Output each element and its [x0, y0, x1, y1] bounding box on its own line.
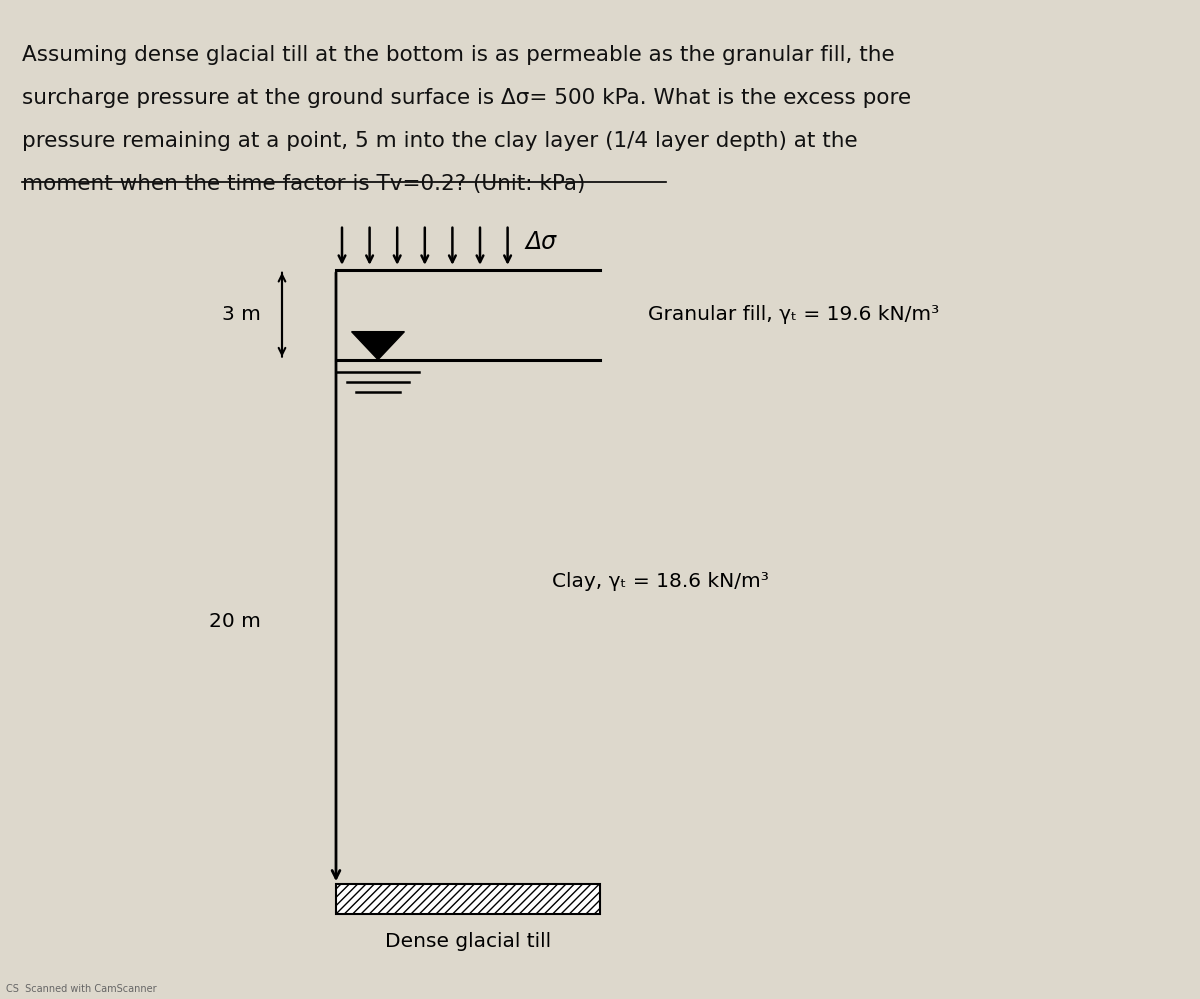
Text: Dense glacial till: Dense glacial till [385, 932, 551, 951]
Text: pressure remaining at a point, 5 m into the clay layer (1/4 layer depth) at the: pressure remaining at a point, 5 m into … [22, 131, 857, 151]
Text: 20 m: 20 m [209, 612, 260, 631]
Bar [336, 884, 600, 914]
Text: Δσ: Δσ [526, 230, 557, 254]
Text: Assuming dense glacial till at the bottom is as permeable as the granular fill, : Assuming dense glacial till at the botto… [22, 45, 894, 65]
Text: 3 m: 3 m [222, 305, 260, 325]
Text: surcharge pressure at the ground surface is Δσ= 500 kPa. What is the excess pore: surcharge pressure at the ground surface… [22, 88, 911, 108]
Text: CS  Scanned with CamScanner: CS Scanned with CamScanner [6, 984, 157, 994]
Text: Clay, γₜ = 18.6 kN/m³: Clay, γₜ = 18.6 kN/m³ [552, 572, 769, 591]
Text: Granular fill, γₜ = 19.6 kN/m³: Granular fill, γₜ = 19.6 kN/m³ [648, 305, 940, 325]
Polygon shape [352, 332, 404, 360]
Text: moment when the time factor is Tv=0.2? (Unit: kPa): moment when the time factor is Tv=0.2? (… [22, 174, 584, 194]
